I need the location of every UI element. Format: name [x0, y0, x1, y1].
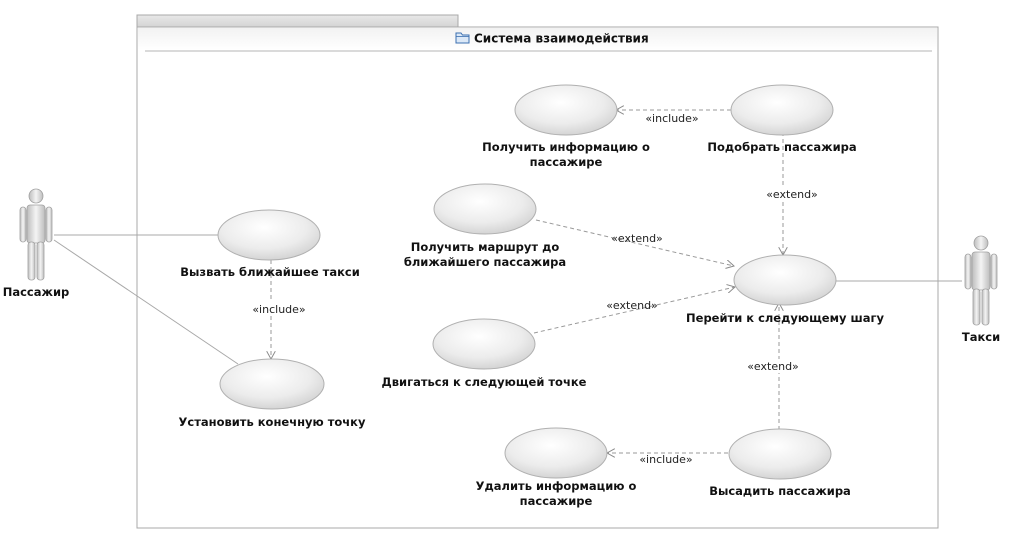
relationship-label: «include»: [639, 453, 692, 466]
system-title: Система взаимодействия: [474, 32, 649, 46]
relationship-label: «extend»: [606, 299, 658, 312]
associations: [53, 234, 962, 365]
folder-icon: [455, 32, 470, 44]
package-tab: [136, 14, 459, 28]
use-case-label: пассажире: [520, 494, 593, 508]
use-case-label: пассажире: [530, 155, 603, 169]
use-case-ellipse[interactable]: [433, 183, 537, 235]
actor-label: Пассажир: [3, 285, 70, 299]
actor-figure-icon: [19, 188, 53, 281]
relationship-label: «include»: [645, 112, 698, 125]
actor-label: Такси: [962, 330, 1000, 344]
use-case-move-next-point[interactable]: Двигаться к следующей точке: [382, 318, 587, 389]
use-case-set-destination[interactable]: Установить конечную точку: [179, 358, 366, 429]
use-case-ellipse[interactable]: [432, 318, 536, 370]
use-case-label: Двигаться к следующей точке: [382, 375, 587, 389]
use-case-ellipse[interactable]: [514, 84, 618, 136]
use-case-ellipse[interactable]: [504, 427, 608, 479]
use-case-call-taxi[interactable]: Вызвать ближайшее такси: [180, 209, 360, 279]
relationship-label: «extend»: [611, 232, 663, 245]
extend-line: [535, 219, 734, 266]
system-header: [138, 28, 937, 50]
association-line: [53, 239, 239, 365]
actor-figure-icon: [964, 235, 998, 326]
extend-line: [533, 287, 735, 334]
use-case-label: ближайшего пассажира: [404, 255, 566, 269]
use-case-get-route[interactable]: Получить маршрут до ближайшего пассажира: [404, 183, 566, 269]
use-case-ellipse[interactable]: [217, 209, 321, 261]
relationship-label: «extend»: [766, 188, 818, 201]
actor-taxi[interactable]: Такси: [962, 235, 1000, 344]
use-case-label: Получить маршрут до: [411, 240, 560, 254]
actor-passenger[interactable]: Пассажир: [3, 188, 70, 299]
use-case-pick-up-passenger[interactable]: Подобрать пассажира: [707, 84, 857, 154]
use-case-label: Получить информацию о: [482, 140, 650, 154]
relationship-label: «extend»: [747, 360, 799, 373]
use-case-label: Перейти к следующему шагу: [686, 311, 884, 325]
relationship-label: «include»: [252, 303, 305, 316]
use-case-ellipse[interactable]: [730, 84, 834, 136]
use-case-delete-passenger-info[interactable]: Удалить информацию о пассажире: [476, 427, 637, 508]
use-case-label: Вызвать ближайшее такси: [180, 265, 360, 279]
use-case-drop-off-passenger[interactable]: Высадить пассажира: [709, 428, 851, 498]
use-case-ellipse[interactable]: [728, 428, 832, 480]
use-case-get-passenger-info[interactable]: Получить информацию о пассажире: [482, 84, 650, 169]
relationship-labels: «include» «include» «extend» «extend» «e…: [252, 111, 819, 466]
use-case-label: Удалить информацию о: [476, 479, 637, 493]
use-case-ellipse[interactable]: [219, 358, 325, 410]
use-case-label: Высадить пассажира: [709, 484, 851, 498]
use-case-next-step[interactable]: Перейти к следующему шагу: [686, 254, 884, 325]
use-case-label: Установить конечную точку: [179, 415, 366, 429]
use-case-ellipse[interactable]: [733, 254, 837, 306]
use-case-label: Подобрать пассажира: [707, 140, 856, 154]
